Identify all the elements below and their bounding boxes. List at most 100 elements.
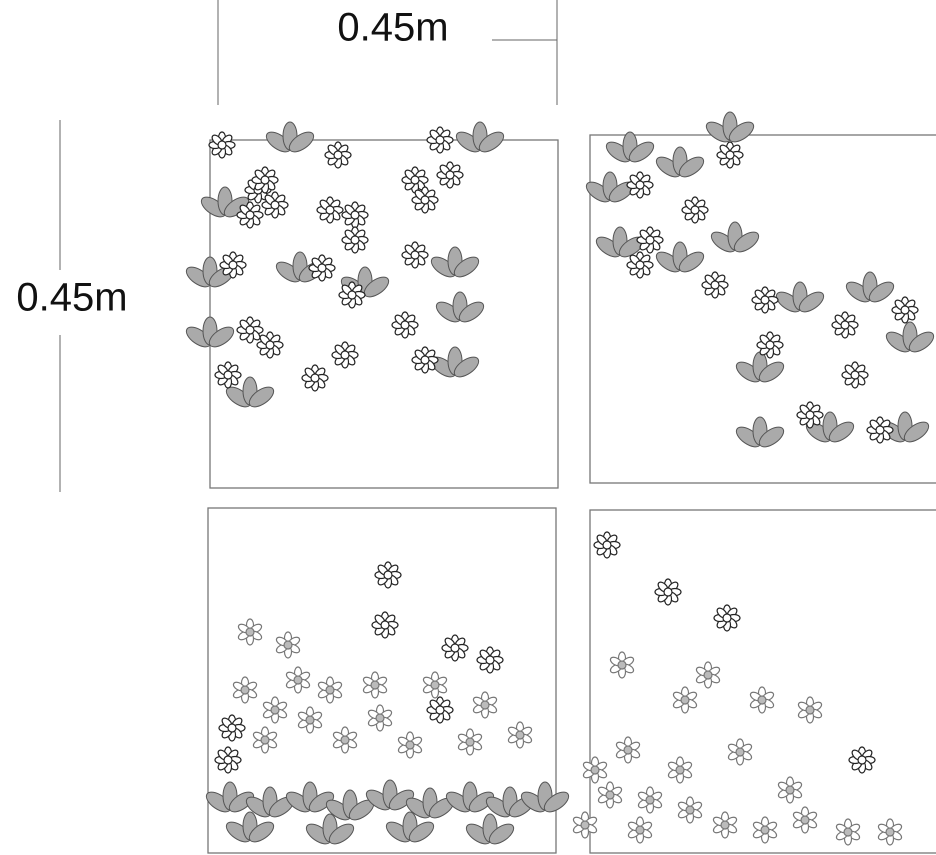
flower <box>694 661 722 689</box>
leaves <box>842 271 898 307</box>
flower <box>626 171 654 199</box>
leaves <box>427 346 483 382</box>
flower <box>436 161 464 189</box>
flower <box>251 166 279 194</box>
flower <box>214 746 242 774</box>
flower <box>236 618 264 646</box>
flower <box>316 196 344 224</box>
flower <box>338 281 366 309</box>
flower <box>796 696 824 724</box>
leaves <box>262 121 318 157</box>
flower <box>256 331 284 359</box>
flower <box>426 126 454 154</box>
leaves <box>582 171 638 207</box>
flower <box>751 286 779 314</box>
flower <box>441 634 469 662</box>
flower <box>261 696 289 724</box>
flower <box>236 316 264 344</box>
flower <box>748 686 776 714</box>
flower <box>218 714 246 742</box>
flower <box>411 186 439 214</box>
leaves <box>182 316 238 352</box>
flower <box>231 676 259 704</box>
flower <box>296 706 324 734</box>
flower <box>614 736 642 764</box>
flower <box>411 346 439 374</box>
flower <box>636 786 664 814</box>
flower <box>841 361 869 389</box>
plot-frame <box>589 509 936 854</box>
flower <box>666 756 694 784</box>
leaves <box>602 131 658 167</box>
flower <box>608 651 636 679</box>
flower <box>331 726 359 754</box>
leaves <box>882 321 936 357</box>
plot-frame <box>207 507 557 854</box>
flower <box>361 671 389 699</box>
flower <box>374 561 402 589</box>
leaves <box>772 281 828 317</box>
flower <box>791 806 819 834</box>
flower <box>711 811 739 839</box>
leaves <box>222 811 278 847</box>
flower <box>681 196 709 224</box>
flower <box>331 341 359 369</box>
flower <box>671 686 699 714</box>
flower <box>261 191 289 219</box>
flower <box>636 226 664 254</box>
flower <box>654 578 682 606</box>
flower <box>341 226 369 254</box>
leaves <box>652 146 708 182</box>
plants <box>202 561 573 849</box>
flower <box>751 816 779 844</box>
flower <box>301 364 329 392</box>
leaves <box>732 416 788 452</box>
leaves <box>732 351 788 387</box>
flower <box>756 331 784 359</box>
flower <box>596 781 624 809</box>
flower <box>626 251 654 279</box>
flower <box>626 816 654 844</box>
flower <box>366 704 394 732</box>
leaves <box>707 221 763 257</box>
plants <box>571 531 904 846</box>
flower <box>713 604 741 632</box>
flower <box>581 756 609 784</box>
flower <box>831 311 859 339</box>
flower <box>571 811 599 839</box>
flower <box>593 531 621 559</box>
flower <box>471 691 499 719</box>
leaves <box>462 813 518 849</box>
flower <box>396 731 424 759</box>
flower <box>848 746 876 774</box>
flower <box>476 646 504 674</box>
flower <box>208 131 236 159</box>
flower <box>701 271 729 299</box>
flower <box>214 361 242 389</box>
leaves <box>702 111 758 147</box>
flower <box>866 416 894 444</box>
flower <box>274 631 302 659</box>
flower <box>316 676 344 704</box>
leaves <box>432 291 488 327</box>
flower <box>676 796 704 824</box>
flower <box>341 201 369 229</box>
flower <box>308 254 336 282</box>
flower <box>876 818 904 846</box>
flower <box>726 738 754 766</box>
flower <box>426 696 454 724</box>
flower <box>401 241 429 269</box>
flower <box>834 818 862 846</box>
flower <box>284 666 312 694</box>
leaves <box>652 241 708 277</box>
flower <box>716 141 744 169</box>
width-label: 0.45m <box>337 6 448 50</box>
plants <box>582 111 936 452</box>
plants <box>182 121 508 412</box>
flower <box>456 728 484 756</box>
flower <box>421 671 449 699</box>
flower <box>506 721 534 749</box>
leaves <box>427 246 483 282</box>
flower <box>776 776 804 804</box>
